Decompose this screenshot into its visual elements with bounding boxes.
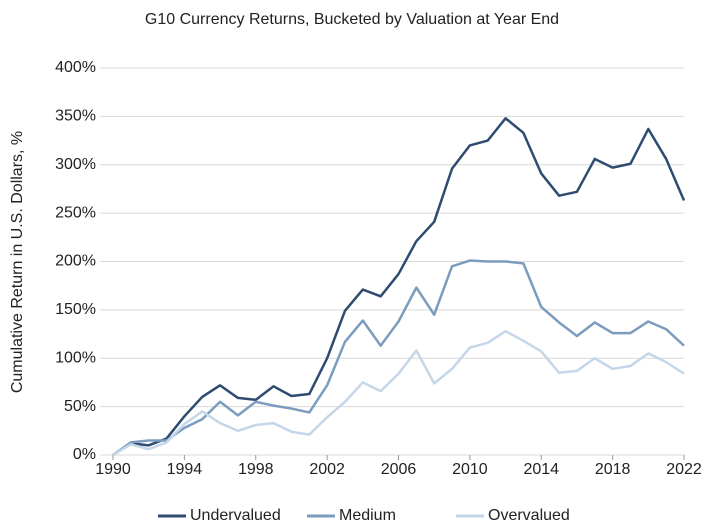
- y-tick-label: 0%: [73, 446, 96, 463]
- y-tick-label: 50%: [64, 398, 96, 415]
- x-tick-label: 2006: [381, 461, 417, 478]
- y-tick-label: 350%: [55, 108, 96, 125]
- y-tick-label: 300%: [55, 156, 96, 173]
- legend-label: Medium: [339, 507, 396, 524]
- y-tick-label: 250%: [55, 204, 96, 221]
- line-series: [112, 117, 686, 457]
- x-tick-label: 1990: [95, 461, 131, 478]
- x-tick-label: 1994: [167, 461, 203, 478]
- y-tick-label: 200%: [55, 253, 96, 270]
- line-series: [112, 329, 685, 457]
- line-series: [112, 259, 685, 457]
- legend-label: Undervalued: [190, 507, 281, 524]
- legend-label: Overvalued: [488, 507, 570, 524]
- x-tick-label: 2022: [666, 461, 702, 478]
- x-tick-label: 2010: [452, 461, 488, 478]
- y-tick-label: 400%: [55, 59, 96, 76]
- y-axis-label: Cumulative Return in U.S. Dollars, %: [9, 131, 26, 393]
- y-tick-label: 100%: [55, 349, 96, 366]
- chart-title: G10 Currency Returns, Bucketed by Valuat…: [145, 11, 559, 28]
- x-tick-label: 2002: [309, 461, 345, 478]
- x-tick-label: 2014: [523, 461, 559, 478]
- x-tick-label: 1998: [238, 461, 274, 478]
- x-tick-label: 2018: [595, 461, 631, 478]
- y-tick-label: 150%: [55, 301, 96, 318]
